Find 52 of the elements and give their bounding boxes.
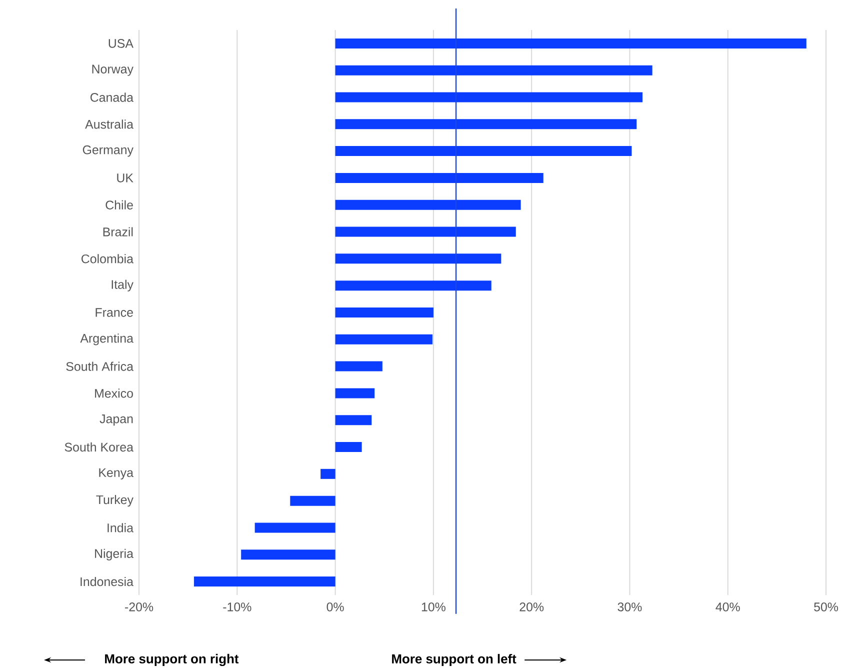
y-tick-label: Colombia — [82, 254, 134, 264]
y-tick-label: UK — [117, 174, 134, 182]
y-tick-label: Mexico — [95, 388, 133, 398]
bar — [335, 254, 502, 264]
x-tick-label: 0% — [326, 602, 344, 612]
bar — [335, 200, 521, 210]
y-tick-label: Australia — [85, 120, 134, 129]
y-tick-label: Nigeria — [95, 548, 134, 560]
y-tick-label: Italy — [112, 280, 134, 292]
bar — [335, 38, 806, 48]
y-tick-label: Brazil — [103, 227, 133, 236]
y-tick-label: Argentina — [80, 334, 134, 346]
bar — [335, 307, 434, 318]
bar — [241, 550, 336, 560]
y-tick-label: Norway — [92, 64, 134, 76]
y-tick-label: France — [96, 308, 133, 317]
bar — [335, 226, 516, 237]
text: More support on right — [105, 654, 239, 666]
bar — [254, 522, 336, 533]
x-tick-label: 10% — [422, 602, 446, 612]
bar — [335, 361, 382, 372]
x-tick-label: -20% — [125, 602, 154, 612]
y-tick-label: Turkey — [96, 495, 134, 507]
x-tick-label: 20% — [520, 602, 544, 612]
y-tick-label: South Korea — [64, 442, 134, 452]
bar — [335, 146, 632, 156]
y-tick-label: Indonesia — [80, 576, 134, 586]
bar — [320, 468, 336, 479]
y-tick-label: India — [108, 523, 134, 532]
y-tick-label: Germany — [82, 145, 134, 157]
bar — [335, 119, 637, 130]
bar — [335, 388, 375, 398]
y-tick-label: Kenya — [99, 468, 134, 480]
y-tick-label: Canada — [90, 92, 134, 102]
bar — [335, 65, 652, 76]
x-tick-label: 30% — [618, 602, 642, 612]
bar — [335, 280, 492, 291]
text: More support on left — [392, 654, 516, 666]
y-tick-label: South Africa — [66, 362, 134, 371]
bar — [335, 442, 362, 452]
x-tick-label: 50% — [814, 602, 838, 612]
bar — [335, 172, 544, 183]
y-tick-label: Chile — [106, 200, 133, 210]
bar — [335, 92, 642, 102]
bar — [335, 415, 372, 426]
bar — [194, 576, 336, 587]
bar — [290, 496, 336, 506]
y-tick-label: USA — [108, 39, 134, 48]
bar — [335, 334, 432, 344]
x-tick-label: -10% — [223, 602, 252, 612]
x-tick-label: 40% — [716, 602, 740, 612]
y-tick-label: Japan — [100, 414, 133, 426]
